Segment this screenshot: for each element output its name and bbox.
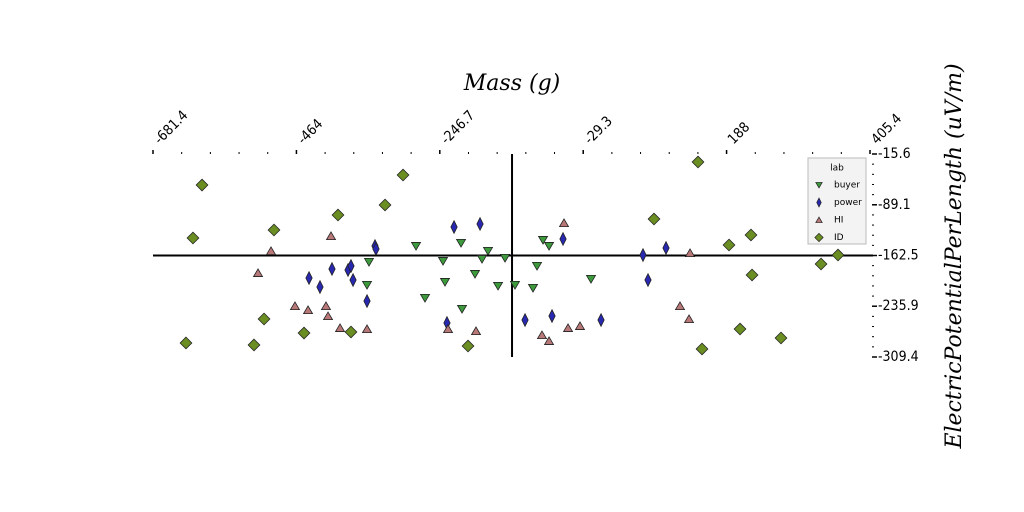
point	[469, 270, 481, 279]
point	[297, 326, 311, 340]
point	[320, 301, 332, 311]
point	[470, 326, 482, 336]
legend-label: buyer	[834, 181, 860, 191]
x-tick-label: -464	[295, 116, 327, 148]
point	[597, 312, 605, 328]
point	[344, 325, 358, 339]
point	[372, 241, 380, 257]
point	[814, 257, 828, 271]
point	[639, 247, 647, 263]
point	[456, 304, 468, 314]
point	[492, 281, 504, 291]
point	[267, 223, 281, 237]
point	[558, 218, 570, 228]
point	[347, 258, 355, 274]
point	[543, 336, 555, 345]
point	[257, 312, 271, 326]
point	[647, 212, 661, 226]
point	[745, 268, 759, 282]
point	[559, 231, 567, 247]
y-tick-label: -309.4	[878, 349, 919, 365]
point	[316, 279, 324, 295]
legend-label: HI	[834, 216, 843, 226]
point	[302, 305, 314, 315]
point	[562, 323, 574, 332]
x-tick-label: 405.4	[868, 111, 905, 148]
point	[831, 248, 845, 262]
point	[363, 293, 371, 309]
legend-marker	[816, 197, 822, 208]
y-tick-label: -15.6	[878, 146, 911, 162]
point	[644, 272, 652, 288]
point	[179, 336, 193, 350]
point	[325, 231, 337, 241]
point	[349, 272, 357, 288]
point	[521, 312, 529, 328]
point	[439, 278, 451, 287]
point	[410, 242, 422, 251]
point	[684, 248, 696, 258]
point	[574, 321, 586, 330]
point	[683, 314, 695, 323]
y-tick-label: -162.5	[878, 248, 919, 264]
legend-marker	[815, 216, 823, 223]
point	[695, 342, 709, 356]
point	[461, 339, 475, 353]
legend-marker	[814, 232, 824, 243]
point	[691, 155, 705, 169]
x-tick-label: -29.3	[582, 113, 616, 147]
point	[476, 216, 484, 232]
point	[455, 238, 467, 248]
legend-label: ID	[834, 233, 844, 243]
x-tick-label: -246.7	[438, 108, 478, 148]
point	[548, 308, 556, 324]
point	[328, 261, 336, 277]
point	[378, 198, 392, 212]
point	[476, 255, 488, 264]
x-tick-label: 188	[725, 119, 753, 147]
point	[536, 330, 548, 340]
point	[195, 178, 209, 192]
y-axis-label: ElectricPotentialPerLength (uV/m)	[942, 63, 967, 449]
point	[361, 281, 373, 290]
legend-label: power	[834, 198, 862, 208]
point	[499, 253, 511, 263]
point	[396, 168, 410, 182]
x-axis-label: Mass (g)	[463, 71, 560, 96]
point	[585, 274, 597, 284]
point	[289, 301, 301, 311]
point	[509, 281, 521, 290]
point	[722, 238, 736, 252]
point	[527, 283, 539, 293]
point	[543, 242, 555, 251]
point	[733, 322, 747, 336]
x-tick-label: -681.4	[151, 108, 191, 148]
legend-title: lab	[830, 164, 844, 174]
point	[186, 231, 200, 245]
point	[442, 324, 454, 334]
point	[322, 311, 334, 321]
point	[361, 324, 373, 334]
point	[437, 257, 449, 266]
point	[363, 257, 375, 267]
point	[265, 246, 277, 256]
point	[450, 219, 458, 235]
point	[305, 270, 313, 286]
point	[482, 247, 494, 256]
point	[334, 323, 346, 332]
y-tick-label: -235.9	[878, 298, 919, 314]
y-tick-label: -89.1	[878, 197, 911, 213]
point	[774, 331, 788, 345]
point	[247, 338, 261, 352]
point	[331, 208, 345, 222]
point	[531, 262, 543, 271]
point	[537, 236, 549, 245]
point	[252, 268, 264, 277]
point	[674, 301, 686, 311]
point	[744, 228, 758, 242]
point	[419, 293, 431, 303]
point	[662, 240, 670, 256]
legend-marker	[815, 182, 823, 189]
